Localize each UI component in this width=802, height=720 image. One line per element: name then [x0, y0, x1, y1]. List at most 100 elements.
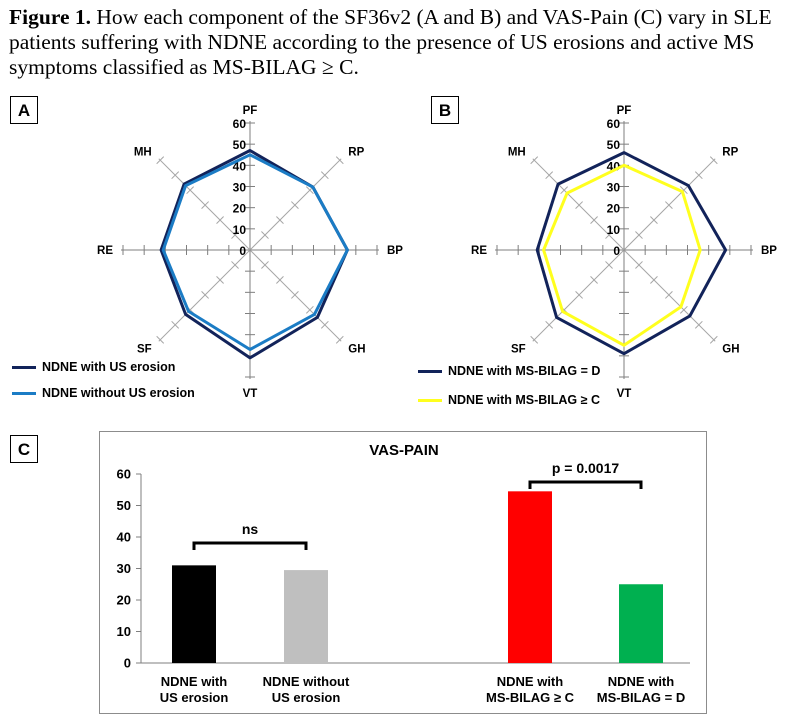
panel-a-label: A — [10, 96, 38, 124]
radar-a-tick-label-60: 60 — [233, 117, 247, 131]
radar-a-tick-rp-20 — [276, 216, 284, 224]
radar-a-tick-sf-10 — [231, 261, 239, 269]
radar-b-tick-label-0: 0 — [613, 244, 620, 258]
legend-b-label-1: NDNE with MS-BILAG ≥ C — [448, 393, 600, 407]
bar-chart-title: VAS-PAIN — [369, 442, 438, 459]
bar-y-tick-label-50: 50 — [117, 498, 131, 513]
radar-a-tick-label-30: 30 — [233, 181, 247, 195]
bar-1 — [284, 570, 328, 663]
legend-b-item-0: NDNE with MS-BILAG = D — [418, 364, 600, 378]
bar-0 — [172, 565, 216, 663]
bar-category-label-1: NDNE without US erosion — [263, 674, 350, 705]
radar-b-axis-label-pf: PF — [617, 105, 632, 117]
radar-b-tick-gh-30 — [665, 291, 673, 299]
radar-b-tick-rp-60 — [709, 156, 718, 165]
radar-b-axis-label-gh: GH — [722, 343, 739, 355]
radar-b-tick-mh-50 — [545, 171, 554, 180]
radar-b-axis-label-bp: BP — [761, 245, 777, 257]
radar-a-axis-label-bp: BP — [387, 245, 403, 257]
radar-b-tick-mh-30 — [575, 201, 583, 209]
radar-a-axis-label-sf: SF — [137, 343, 152, 355]
radar-a-tick-sf-50 — [171, 320, 180, 329]
radar-a-tick-sf-60 — [156, 335, 165, 344]
radar-a-tick-rp-10 — [261, 231, 269, 239]
radar-a-tick-label-0: 0 — [239, 244, 246, 258]
figure-label: Figure 1. — [9, 5, 92, 29]
radar-a-tick-gh-60 — [335, 335, 344, 344]
radar-b-tick-sf-30 — [575, 291, 583, 299]
radar-a-tick-label-50: 50 — [233, 138, 247, 152]
bar-2 — [508, 491, 552, 663]
legend-a-item-0: NDNE with US erosion — [12, 360, 175, 374]
bar-y-tick-label-10: 10 — [117, 624, 131, 639]
bar-y-tick-label-40: 40 — [117, 530, 131, 545]
radar-a-tick-sf-30 — [201, 291, 209, 299]
bar-category-label-3: NDNE with MS-BILAG = D — [597, 674, 685, 705]
radar-b-tick-sf-20 — [590, 276, 598, 284]
radar-b-tick-rp-20 — [650, 216, 658, 224]
radar-a-axis-label-rp: RP — [348, 147, 364, 159]
radar-a-axis-label-pf: PF — [243, 105, 258, 117]
radar-b-tick-gh-50 — [694, 320, 703, 329]
bar-y-tick-label-60: 60 — [117, 467, 131, 482]
radar-b-series-0 — [535, 151, 728, 356]
radar-b-tick-rp-30 — [665, 201, 673, 209]
bar-y-tick-label-0: 0 — [124, 656, 131, 671]
radar-b-tick-mh-60 — [530, 156, 539, 165]
radar-a-axis-label-mh: MH — [134, 147, 152, 159]
radar-b-tick-mh-20 — [590, 216, 598, 224]
radar-a-tick-gh-50 — [320, 320, 329, 329]
radar-b-series-1 — [542, 163, 702, 347]
radar-b-tick-gh-40 — [679, 305, 688, 314]
radar-b-axis-label-vt: VT — [617, 388, 632, 400]
radar-b-tick-sf-60 — [530, 335, 539, 344]
radar-b-tick-label-30: 30 — [607, 181, 621, 195]
radar-a-tick-mh-30 — [201, 201, 209, 209]
bar-annotation-label-1: p = 0.0017 — [552, 460, 620, 476]
panel-c-label: C — [10, 435, 38, 463]
bar-category-label-0: NDNE with US erosion — [160, 674, 229, 705]
radar-a-tick-mh-20 — [216, 216, 224, 224]
radar-b-tick-sf-50 — [545, 320, 554, 329]
radar-a-axis-label-vt: VT — [243, 388, 258, 400]
radar-a-tick-gh-40 — [305, 305, 314, 314]
figure-caption-text: How each component of the SF36v2 (A and … — [9, 5, 772, 79]
bar-annotation-label-0: ns — [242, 521, 259, 537]
radar-a-tick-gh-20 — [276, 276, 284, 284]
legend-a-item-1: NDNE without US erosion — [12, 386, 195, 400]
legend-b-swatch-1 — [418, 398, 442, 402]
bar-annotation-bracket-1 — [528, 480, 643, 489]
legend-b-label-0: NDNE with MS-BILAG = D — [448, 364, 601, 378]
radar-a-axis-label-gh: GH — [348, 343, 365, 355]
radar-b-tick-mh-10 — [605, 231, 613, 239]
radar-b-tick-gh-20 — [650, 276, 658, 284]
radar-a-tick-sf-20 — [216, 276, 224, 284]
radar-b-tick-sf-10 — [605, 261, 613, 269]
radar-b-axis-label-sf: SF — [511, 343, 526, 355]
radar-b-tick-rp-10 — [635, 231, 643, 239]
radar-a-tick-rp-60 — [335, 156, 344, 165]
bar-category-label-2: NDNE with MS-BILAG ≥ C — [486, 674, 575, 705]
radar-a-tick-rp-40 — [305, 186, 314, 195]
radar-a-tick-mh-40 — [186, 186, 195, 195]
panel-b-label: B — [431, 96, 459, 124]
legend-a-label-0: NDNE with US erosion — [42, 360, 176, 374]
legend-a-swatch-1 — [12, 391, 36, 395]
legend-a-label-1: NDNE without US erosion — [42, 386, 195, 400]
radar-a-tick-label-20: 20 — [233, 202, 247, 216]
radar-b-tick-label-50: 50 — [607, 138, 621, 152]
bar-3 — [619, 584, 663, 663]
radar-b-axis-label-re: RE — [471, 245, 487, 257]
radar-b-axis-label-mh: MH — [508, 147, 526, 159]
radar-b-tick-label-60: 60 — [607, 117, 621, 131]
radar-a-tick-mh-50 — [171, 171, 180, 180]
radar-a-tick-mh-60 — [156, 156, 165, 165]
radar-b-tick-label-10: 10 — [607, 223, 621, 237]
radar-a-tick-mh-10 — [231, 231, 239, 239]
radar-b-tick-gh-10 — [635, 261, 643, 269]
figure-caption: Figure 1. How each component of the SF36… — [9, 5, 794, 80]
legend-b-item-1: NDNE with MS-BILAG ≥ C — [418, 393, 600, 407]
